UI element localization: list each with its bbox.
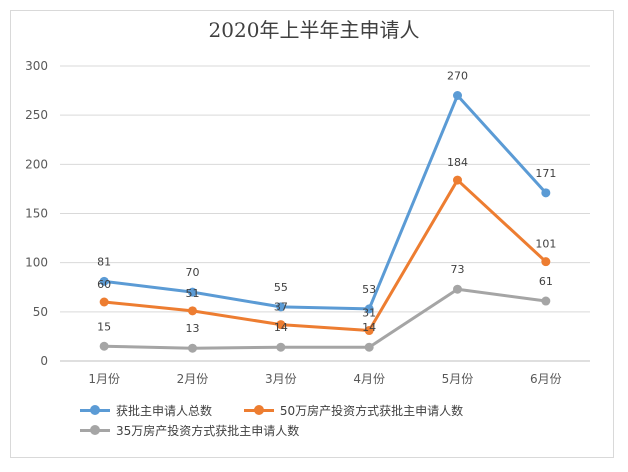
legend-label-total: 获批主申请人总数 — [116, 403, 213, 418]
data-label: 61 — [539, 275, 553, 288]
data-label: 14 — [274, 321, 288, 334]
series-line-0 — [103, 94, 547, 311]
y-tick-label: 300 — [25, 59, 48, 73]
legend-swatch-50w — [243, 405, 274, 415]
data-label: 53 — [362, 283, 376, 296]
legend-item-50w[interactable]: 50万房产投资方式获批主申请人数 — [243, 400, 464, 420]
series-line-2 — [104, 287, 547, 350]
data-point[interactable] — [541, 296, 551, 306]
x-tick-label: 4月份 — [353, 372, 385, 386]
legend-label-50w: 50万房产投资方式获批主申请人数 — [279, 403, 464, 418]
x-tick-label: 6月份 — [530, 372, 562, 386]
data-point[interactable] — [188, 287, 197, 297]
data-label: 184 — [447, 156, 468, 169]
y-tick-label: 0 — [40, 354, 48, 368]
series-group — [99, 91, 551, 353]
data-label: 70 — [186, 266, 200, 279]
x-tick-label: 2月份 — [177, 372, 209, 386]
data-label: 270 — [447, 70, 468, 83]
data-label: 171 — [535, 167, 556, 180]
legend-item-total[interactable]: 获批主申请人总数 — [80, 400, 212, 420]
y-axis-ticks: 0 50 100 150 200 250 300 — [25, 59, 48, 368]
y-tick-label: 250 — [25, 108, 48, 122]
data-point[interactable] — [453, 284, 462, 294]
x-tick-label: 1月份 — [88, 372, 120, 386]
data-labels: 81 70 55 53 270 171 60 51 37 31 184 101 15 13 14 14 73 61 — [97, 70, 556, 336]
data-label: 37 — [274, 301, 288, 314]
data-label: 73 — [451, 263, 465, 276]
data-point[interactable] — [453, 91, 462, 100]
data-point[interactable] — [276, 320, 286, 330]
series-line-1 — [104, 178, 547, 333]
data-label: 51 — [186, 287, 200, 300]
data-point[interactable] — [541, 257, 551, 267]
data-point[interactable] — [99, 276, 109, 286]
data-label: 101 — [535, 238, 556, 251]
y-tick-label: 50 — [33, 305, 48, 319]
gridlines — [60, 65, 590, 362]
x-tick-label: 3月份 — [265, 372, 297, 386]
data-point[interactable] — [364, 326, 374, 336]
data-label: 81 — [97, 255, 111, 268]
data-point[interactable] — [453, 175, 462, 185]
data-point[interactable] — [99, 341, 109, 351]
y-tick-label: 100 — [25, 256, 48, 270]
data-point[interactable] — [364, 304, 374, 314]
x-axis-ticks: 1月份 2月份 3月份 4月份 5月份 6月份 — [88, 372, 561, 386]
data-label: 31 — [362, 307, 376, 320]
data-point[interactable] — [364, 342, 374, 352]
data-label: 55 — [274, 281, 288, 294]
legend-label-35w: 35万房产投资方式获批主申请人数 — [116, 423, 300, 438]
data-label: 13 — [186, 322, 200, 335]
legend-swatch-35w — [80, 425, 110, 435]
data-point[interactable] — [188, 343, 197, 353]
y-tick-label: 150 — [25, 207, 48, 221]
data-point[interactable] — [188, 306, 197, 316]
data-point[interactable] — [541, 188, 551, 198]
y-tick-label: 200 — [25, 157, 48, 171]
data-point[interactable] — [276, 302, 286, 312]
chart-frame — [10, 10, 614, 458]
data-point[interactable] — [276, 342, 286, 352]
data-label: 60 — [97, 278, 111, 291]
data-point[interactable] — [99, 297, 109, 307]
data-label: 14 — [362, 321, 376, 334]
legend: 获批主申请人总数 50万房产投资方式获批主申请人数 35万房产投资方式获批主申请… — [80, 400, 600, 440]
legend-swatch-total — [80, 405, 110, 415]
data-label: 15 — [97, 320, 111, 333]
legend-item-35w[interactable]: 35万房产投资方式获批主申请人数 — [80, 420, 299, 440]
chart-title: 2020年上半年主申请人 — [208, 18, 420, 42]
x-tick-label: 5月份 — [442, 372, 474, 386]
